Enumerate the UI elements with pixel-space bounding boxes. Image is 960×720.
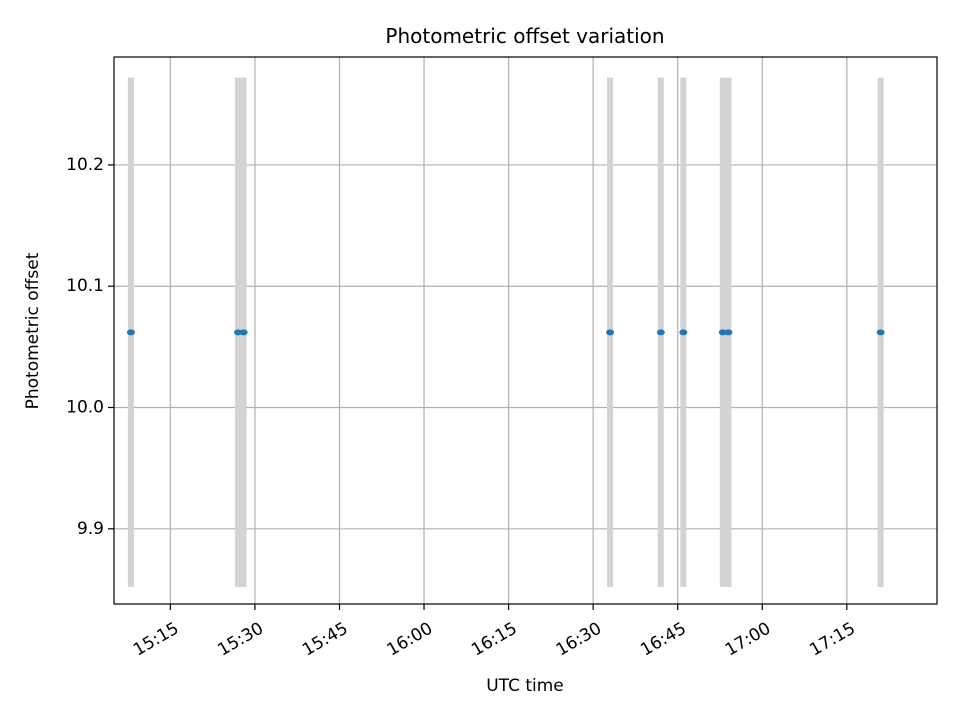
data-point [876,329,885,336]
plot-area [114,57,937,604]
y-tick-label: 10.1 [66,276,104,296]
data-points [126,329,885,336]
data-point [606,329,615,336]
chart-title: Photometric offset variation [385,24,664,48]
data-point [679,329,688,336]
y-axis-ticks: 9.9 10.0 10.1 10.2 [66,155,114,539]
data-point [126,329,135,336]
grid [114,57,937,604]
data-point [239,329,248,336]
data-point [718,329,727,336]
plot-frame [113,56,938,605]
x-axis-label: UTC time [486,676,564,696]
y-tick-label: 10.2 [66,155,104,175]
y-axis-label: Photometric offset [23,252,43,409]
data-point [724,329,733,336]
data-point [656,329,665,336]
data-point [234,329,243,336]
y-tick-label: 9.9 [77,519,104,539]
y-tick-label: 10.0 [66,398,104,418]
